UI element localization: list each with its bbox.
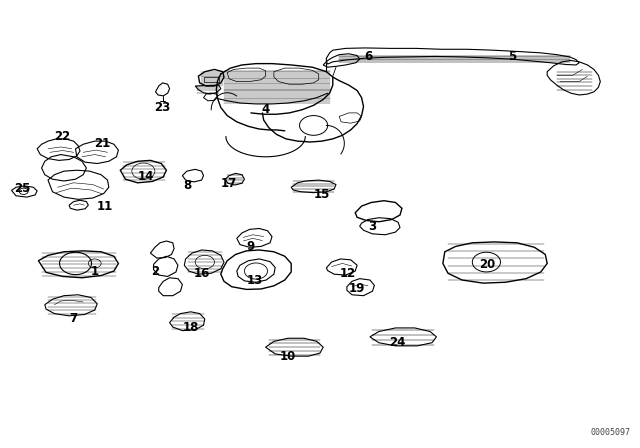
Text: 7: 7	[70, 311, 77, 325]
Text: 4: 4	[262, 103, 269, 116]
Text: 6: 6	[364, 49, 372, 63]
Bar	[204, 77, 219, 82]
Text: 18: 18	[183, 320, 200, 334]
Text: 2: 2	[152, 264, 159, 278]
Text: 23: 23	[154, 101, 170, 114]
Text: 00005097: 00005097	[590, 428, 630, 437]
Text: 20: 20	[479, 258, 496, 271]
Text: 13: 13	[246, 273, 263, 287]
Text: 9: 9	[247, 240, 255, 253]
Text: 24: 24	[389, 336, 406, 349]
Text: 17: 17	[220, 177, 237, 190]
Text: 3: 3	[369, 220, 376, 233]
Text: 12: 12	[340, 267, 356, 280]
Text: 21: 21	[94, 137, 111, 150]
Text: 11: 11	[96, 199, 113, 213]
Text: 10: 10	[280, 349, 296, 363]
Text: 14: 14	[138, 170, 154, 184]
Text: 1: 1	[91, 264, 99, 278]
Text: 16: 16	[193, 267, 210, 280]
Text: 25: 25	[14, 181, 31, 195]
Text: 19: 19	[349, 282, 365, 296]
Text: 15: 15	[314, 188, 330, 202]
Text: 5: 5	[508, 49, 516, 63]
Text: 22: 22	[54, 130, 71, 143]
Text: 8: 8	[184, 179, 191, 193]
